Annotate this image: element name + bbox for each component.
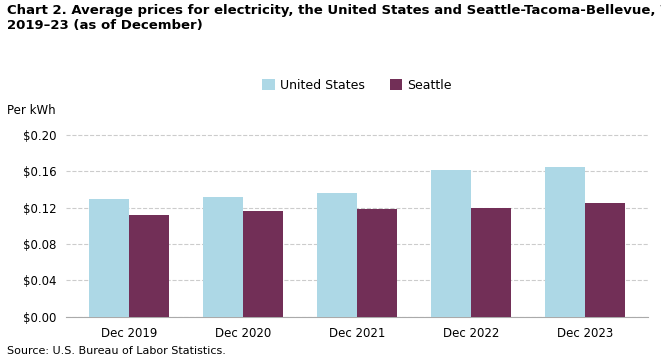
Text: Source: U.S. Bureau of Labor Statistics.: Source: U.S. Bureau of Labor Statistics. [7,346,225,356]
Bar [129,215,169,317]
Bar [243,211,283,317]
Bar [89,199,129,317]
Legend: United States, Seattle: United States, Seattle [262,79,451,92]
Bar [471,208,511,317]
Bar [357,209,397,317]
Bar [203,197,243,317]
Bar [431,170,471,317]
Text: Per kWh: Per kWh [7,104,56,117]
Bar [317,193,357,317]
Text: Chart 2. Average prices for electricity, the United States and Seattle-Tacoma-Be: Chart 2. Average prices for electricity,… [7,4,661,32]
Bar [545,167,585,317]
Bar [585,203,625,317]
